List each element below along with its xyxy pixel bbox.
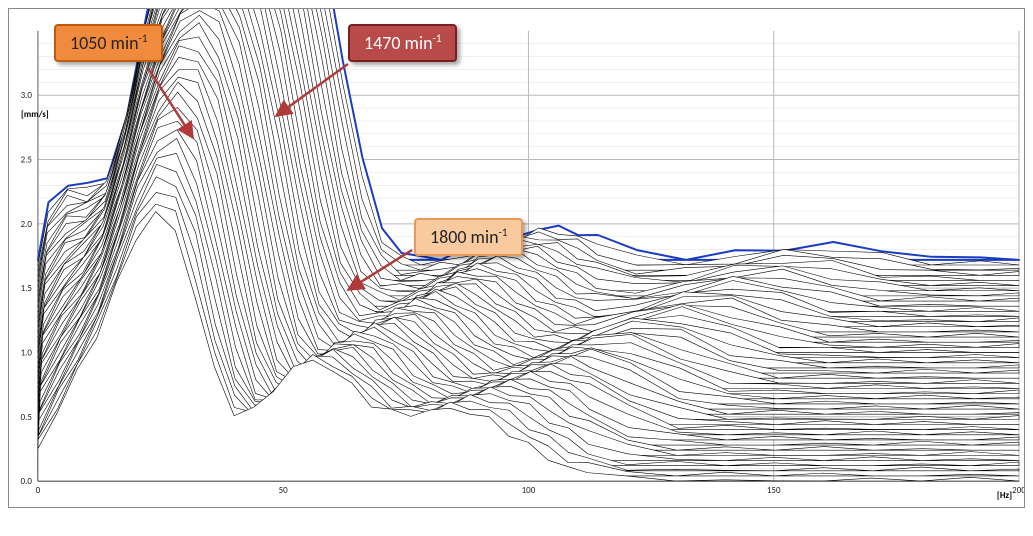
svg-text:2.5: 2.5 [21, 155, 33, 166]
svg-text:0.0: 0.0 [21, 476, 33, 487]
svg-text:1.5: 1.5 [21, 283, 33, 294]
svg-text:0: 0 [36, 485, 41, 496]
y-axis-label: [mm/s] [21, 109, 49, 120]
svg-text:150: 150 [767, 485, 781, 496]
x-axis-label: [Hz] [997, 490, 1012, 501]
plot-svg: 0 50 100 150 200 0.0 0.5 1.0 1.5 2.0 2.5 3.0 [9, 9, 1024, 507]
callout-c1470: 1470 min-1 [348, 24, 457, 62]
callout-c1800: 1800 min-1 [414, 218, 523, 256]
svg-text:100: 100 [522, 485, 536, 496]
svg-text:1.0: 1.0 [21, 347, 33, 358]
waterfall-plot: 0 50 100 150 200 0.0 0.5 1.0 1.5 2.0 2.5 3.0 [mm/s]… [8, 8, 1025, 508]
svg-text:50: 50 [279, 485, 289, 496]
svg-text:0.5: 0.5 [21, 412, 33, 423]
svg-text:200: 200 [1012, 485, 1024, 496]
svg-text:3.0: 3.0 [21, 90, 33, 101]
callout-c1050: 1050 min-1 [54, 24, 163, 62]
svg-text:2.0: 2.0 [21, 219, 33, 230]
